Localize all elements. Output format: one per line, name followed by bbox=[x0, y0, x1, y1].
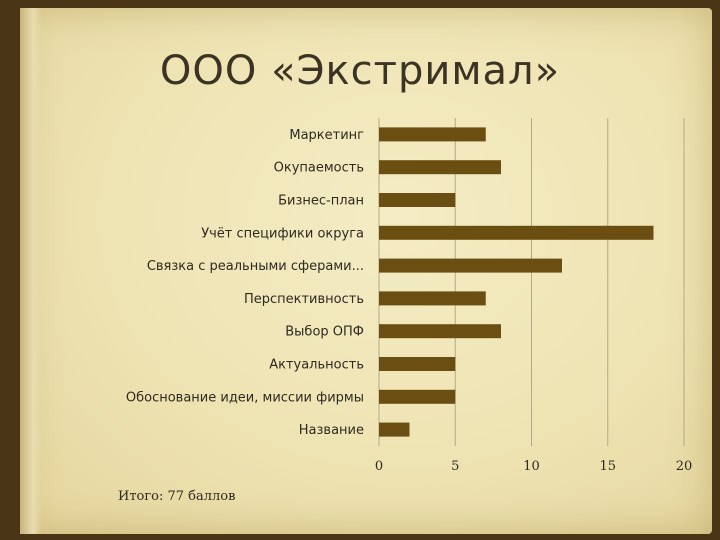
category-label: Выбор ОПФ bbox=[285, 325, 364, 340]
bar bbox=[379, 193, 456, 207]
category-label: Бизнес-план bbox=[278, 194, 364, 209]
category-label: Актуальность bbox=[269, 358, 364, 373]
category-label: Обоснование идеи, миссии фирмы bbox=[126, 390, 364, 405]
category-label: Перспективность bbox=[244, 292, 364, 307]
bar bbox=[379, 160, 501, 175]
bar bbox=[379, 225, 654, 240]
paper-page bbox=[20, 8, 712, 534]
total-score: Итого: 77 баллов bbox=[118, 489, 236, 504]
bar bbox=[379, 357, 456, 371]
x-tick-label: 20 bbox=[676, 459, 693, 474]
category-label: Маркетинг bbox=[289, 128, 364, 143]
slide-title: ООО «Экстримал» bbox=[159, 48, 561, 94]
category-label: Название bbox=[299, 423, 364, 438]
bar bbox=[379, 422, 410, 437]
bar bbox=[379, 291, 486, 306]
x-tick-label: 10 bbox=[523, 459, 540, 474]
category-label: Связка с реальными сферами... bbox=[147, 259, 364, 274]
x-tick-label: 15 bbox=[599, 459, 616, 474]
category-label: Окупаемость bbox=[274, 161, 364, 176]
category-label: Учёт специфики округа bbox=[201, 226, 364, 241]
x-tick-label: 5 bbox=[451, 459, 459, 474]
page-binding bbox=[20, 8, 42, 534]
bar bbox=[379, 258, 562, 273]
bar bbox=[379, 324, 501, 339]
bar bbox=[379, 127, 486, 142]
x-tick-label: 0 bbox=[375, 459, 383, 474]
bar bbox=[379, 389, 456, 404]
